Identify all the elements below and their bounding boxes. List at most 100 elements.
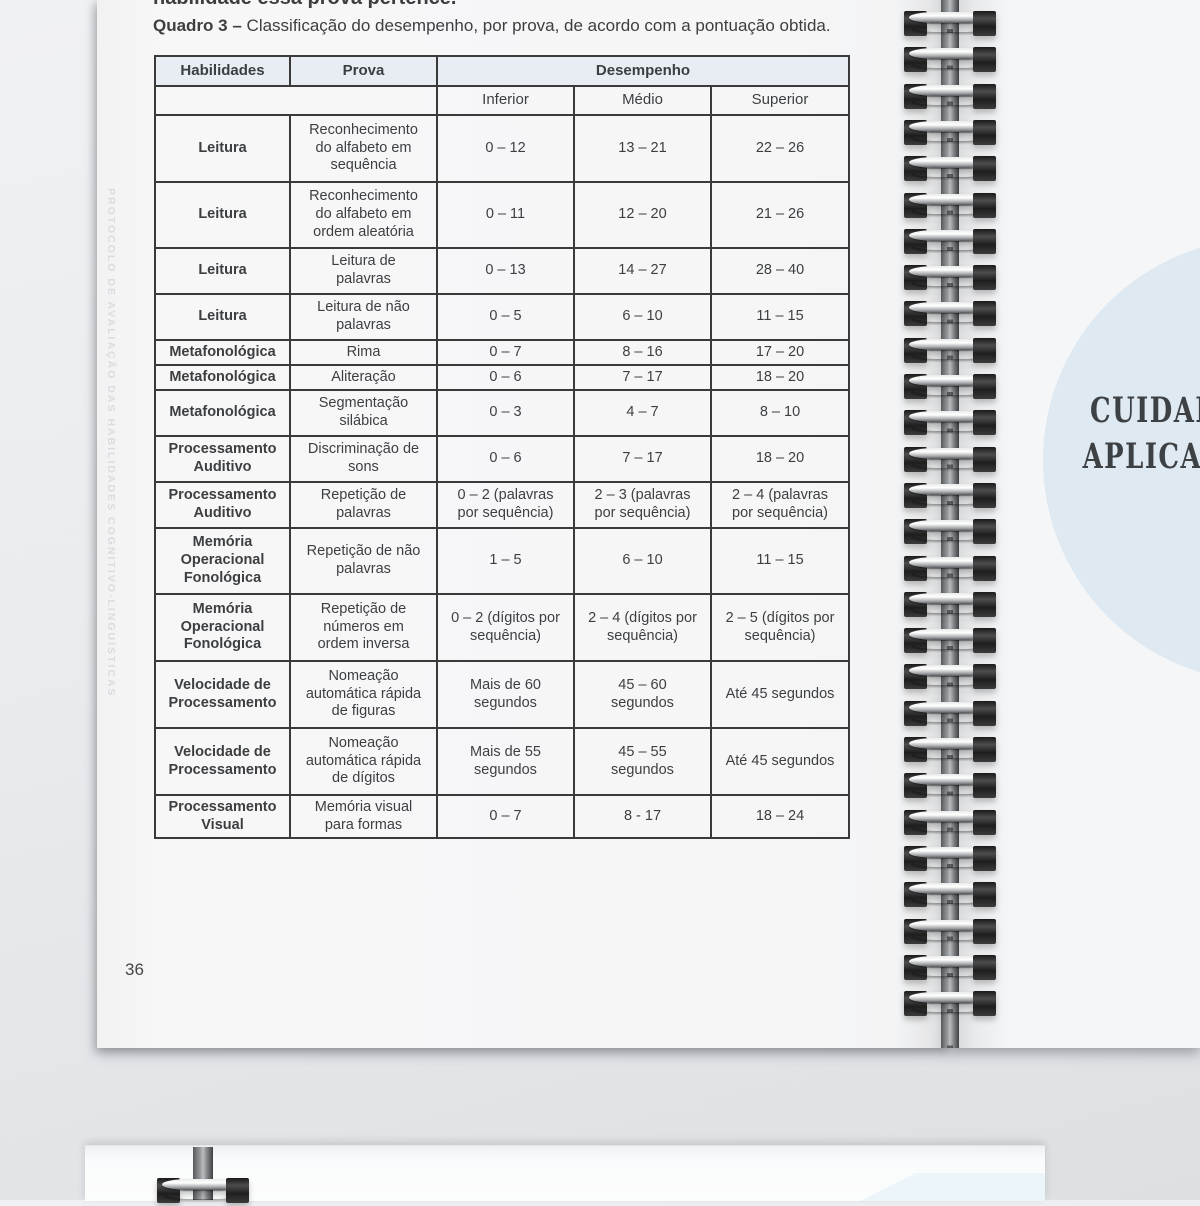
cell-habilidade: Memória Operacional Fonológica (154, 527, 291, 595)
coil-end-right (973, 446, 996, 472)
cell-prova: Aliteração (289, 364, 438, 391)
spiral-coil (904, 699, 996, 729)
cell-habilidade: Leitura (154, 181, 291, 249)
coil-end-right (973, 954, 996, 980)
cell-superior: 21 – 26 (709, 181, 851, 249)
cell-inferior: 0 – 2 (dígitos por sequência) (436, 593, 575, 662)
cell-prova: Nomeação automática rápida de figuras (289, 660, 438, 729)
coil-wire-top (909, 229, 991, 241)
coil-end-right (973, 119, 996, 145)
spiral-coil (157, 1176, 249, 1206)
cell-habilidade: Memória Operacional Fonológica (154, 593, 291, 662)
cell-superior: 28 – 40 (709, 247, 851, 295)
cell-habilidade: Metafonológica (154, 389, 291, 437)
performance-table: Habilidades Prova Desempenho Inferior Mé… (154, 55, 851, 839)
coil-wire-top (909, 738, 991, 749)
cell-inferior: 0 – 7 (436, 339, 575, 366)
side-vertical-label: PROTOCOLO DE AVALIAÇÃO DAS HABILIDADES C… (105, 188, 117, 698)
table-row: Leitura Reconhecimento do alfabeto em seq… (154, 114, 851, 183)
spiral-coil (904, 735, 996, 765)
cell-superior: 18 – 24 (709, 794, 851, 839)
coil-wire-top (909, 483, 991, 495)
coil-wire-top (909, 84, 991, 96)
coil-end-right (973, 47, 996, 73)
spiral-coil (904, 118, 996, 148)
cell-prova: Repetição de não palavras (289, 527, 438, 595)
col-header-habilidades: Habilidades (154, 55, 291, 87)
coil-wire-top (909, 774, 991, 786)
coil-end-right (973, 265, 996, 291)
bottom-decorative-shape (860, 1173, 1045, 1201)
coil-wire-top (909, 846, 991, 858)
cell-prova: Nomeação automática rápida de dígitos (289, 727, 438, 796)
coil-wire-top (909, 992, 991, 1004)
cell-medio: 6 – 10 (573, 527, 712, 595)
coil-wire-top (909, 411, 991, 423)
coil-wire-top (909, 157, 991, 169)
cell-prova: Reconhecimento do alfabeto em sequência (289, 114, 438, 183)
table-row: Processamento Auditivo Repetição de palav… (154, 481, 851, 529)
coil-end-right (973, 301, 996, 327)
cell-habilidade: Leitura (154, 247, 291, 295)
coil-wire-top (909, 447, 991, 459)
cell-prova: Rima (289, 339, 438, 366)
right-title-line1: CUIDAD (1090, 390, 1200, 431)
cell-prova: Leitura de não palavras (289, 293, 438, 341)
table-row: Processamento Visual Memória visual para … (154, 794, 851, 839)
spiral-coil (904, 771, 996, 801)
cell-prova: Segmentação silábica (289, 389, 438, 437)
cell-medio: 7 – 17 (573, 435, 712, 483)
cell-habilidade: Metafonológica (154, 364, 291, 391)
table-row: Leitura Leitura de palavras 0 – 13 14 – 27 2… (154, 247, 851, 295)
coil-wire-top (909, 629, 991, 641)
spiral-coil (904, 880, 996, 910)
spiral-coil (904, 953, 996, 983)
cell-inferior: 0 – 6 (436, 435, 575, 483)
coil-end-right (973, 664, 996, 690)
cell-inferior: 0 – 7 (436, 794, 575, 839)
cell-superior: 11 – 15 (709, 527, 851, 595)
coil-end-right (973, 555, 996, 581)
cell-medio: 45 – 55 segundos (573, 727, 712, 796)
table-row: Memória Operacional Fonológica Repetição … (154, 527, 851, 595)
cell-inferior: Mais de 60 segundos (436, 660, 575, 729)
cell-superior: 11 – 15 (709, 293, 851, 341)
cell-superior: Até 45 segundos (709, 727, 851, 796)
table-subheader-row: Inferior Médio Superior (154, 85, 851, 116)
cell-superior: 22 – 26 (709, 114, 851, 183)
cell-prova: Reconhecimento do alfabeto em ordem alea… (289, 181, 438, 249)
cell-prova: Repetição de números em ordem inversa (289, 593, 438, 662)
cell-prova: Memória visual para formas (289, 794, 438, 839)
col-header-prova: Prova (289, 55, 438, 87)
empty-header-cell (154, 85, 438, 116)
level-header-inferior: Inferior (436, 85, 575, 116)
cell-superior: 18 – 20 (709, 364, 851, 391)
coil-wire-top (909, 193, 991, 205)
coil-end-right (973, 991, 996, 1017)
spiral-coil (904, 299, 996, 329)
cell-habilidade: Processamento Auditivo (154, 481, 291, 529)
spiral-coil (904, 626, 996, 656)
coil-wire-top (909, 48, 991, 60)
coil-end-right (973, 337, 996, 363)
cell-inferior: 0 – 11 (436, 181, 575, 249)
coil-end-right (973, 882, 996, 908)
table-row: Velocidade de Processamento Nomeação auto… (154, 727, 851, 796)
spiral-coil (904, 263, 996, 293)
cell-medio: 12 – 20 (573, 181, 712, 249)
coil-end-right (973, 918, 996, 944)
cell-medio: 7 – 17 (573, 364, 712, 391)
cell-habilidade: Velocidade de Processamento (154, 660, 291, 729)
cell-habilidade: Processamento Visual (154, 794, 291, 839)
coil-wire-top (909, 919, 991, 931)
coil-wire-top (909, 665, 991, 677)
coil-end-right (973, 700, 996, 726)
coil-wire-top (909, 556, 991, 568)
spiral-coil (904, 191, 996, 221)
spiral-coil (904, 590, 996, 620)
cell-medio: 13 – 21 (573, 114, 712, 183)
spiral-coil (904, 917, 996, 947)
cell-superior: 2 – 4 (palavras por sequência) (709, 481, 851, 529)
